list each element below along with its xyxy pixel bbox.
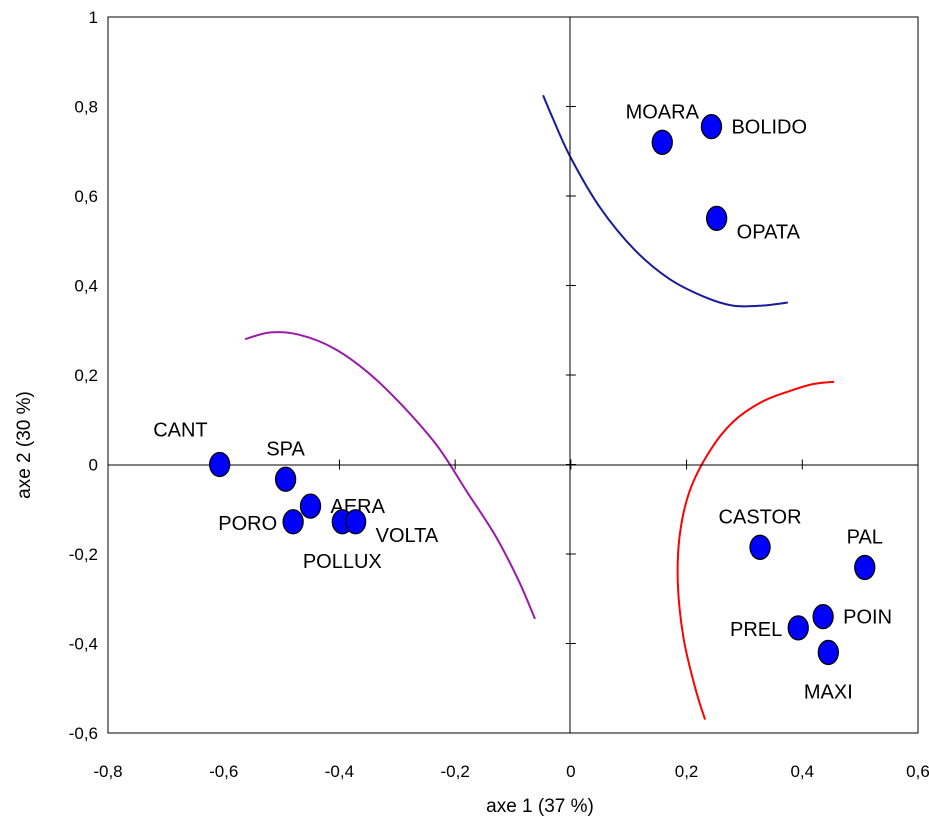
y-tick-label: 0,8 [74, 98, 98, 117]
x-tick-label: -0,4 [325, 762, 354, 781]
data-point [651, 129, 673, 155]
x-tick-label: -0,8 [93, 762, 122, 781]
data-point [209, 451, 231, 478]
data-point-label: VOLTA [376, 525, 439, 547]
data-point-label: MOARA [626, 101, 700, 123]
x-tick-label: -0,6 [209, 762, 238, 781]
data-point [749, 534, 771, 560]
data-point [344, 509, 367, 535]
data-point-label: PORO [218, 513, 277, 535]
y-axis-title: axe 2 (30 %) [14, 391, 35, 499]
y-tick-label: 0,2 [74, 366, 98, 385]
plot-area [107, 16, 919, 734]
points: CANTSPAAERAPOROPOLLUXVOLTAMOARABOLIDOOPA… [153, 101, 892, 703]
y-tick-label: 0,6 [74, 187, 98, 206]
y-tick-label: 0,4 [74, 277, 98, 296]
group-curve [676, 380, 835, 720]
x-tick-label: 0,4 [790, 762, 814, 781]
data-point [700, 113, 723, 140]
data-point-label: POIN [843, 607, 892, 629]
data-point-label: MAXI [804, 681, 853, 703]
data-point [787, 615, 809, 641]
data-point-label: CANT [153, 420, 207, 442]
x-tick-label: -0,2 [440, 762, 469, 781]
y-tick-label: 0 [89, 456, 98, 475]
x-tick-label: 0 [566, 762, 575, 781]
data-point-label: CASTOR [719, 506, 802, 528]
x-tick-label: 0,6 [906, 762, 929, 781]
data-point [854, 554, 876, 581]
x-axis-title: axe 1 (37 %) [486, 796, 594, 817]
data-point [817, 639, 839, 666]
data-point-label: PAL [847, 526, 883, 548]
data-point-label: OPATA [737, 221, 801, 243]
data-point [274, 466, 297, 492]
curves [244, 94, 835, 720]
data-point [812, 604, 834, 630]
data-point [282, 509, 304, 535]
y-tick-label: -0,2 [69, 545, 98, 564]
y-tick-label: -0,6 [69, 724, 98, 743]
y-tick-label: 1 [89, 8, 98, 27]
data-point [299, 493, 322, 519]
group-curve [244, 331, 536, 620]
data-point-label: SPA [266, 438, 305, 460]
x-tick-label: 0,2 [675, 762, 699, 781]
data-point [706, 205, 728, 232]
ticks: -0,8 -0,6 -0,4 -0,2 0 0,2 0,4 0,6 -0,6 -0,4 -0,2 0 0… [69, 8, 929, 781]
group-curve [542, 94, 788, 308]
data-point-label: BOLIDO [731, 117, 807, 139]
data-point-label: POLLUX [303, 551, 382, 573]
data-point-label: PREL [730, 619, 782, 641]
y-tick-label: -0,4 [69, 635, 98, 654]
